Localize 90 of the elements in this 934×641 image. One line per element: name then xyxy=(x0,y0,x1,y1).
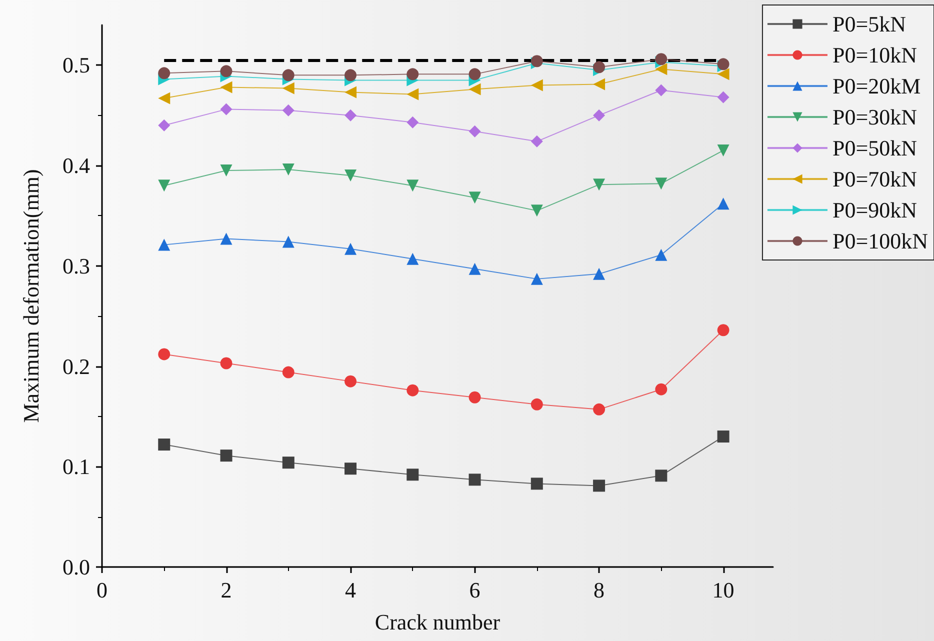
point xyxy=(655,84,668,96)
point xyxy=(344,69,357,82)
point xyxy=(406,116,419,128)
point xyxy=(717,144,730,156)
point xyxy=(344,462,357,475)
point xyxy=(655,53,668,66)
point xyxy=(406,384,419,396)
point xyxy=(468,192,481,204)
point xyxy=(655,248,668,261)
point xyxy=(158,238,170,251)
point xyxy=(282,82,294,94)
x-tick-label: 0 xyxy=(96,578,108,602)
point xyxy=(717,430,730,443)
point xyxy=(282,69,294,82)
x-tick-label: 4 xyxy=(345,578,356,602)
point xyxy=(655,383,668,396)
x-axis-title: Crack number xyxy=(374,610,501,634)
point xyxy=(406,252,419,265)
legend-label: P0=100kN xyxy=(832,228,928,254)
y-tick-label: 0.4 xyxy=(62,153,90,178)
legend-label: P0=70kN xyxy=(832,166,918,192)
x-tick-label: 6 xyxy=(469,578,480,602)
point xyxy=(220,65,232,78)
point xyxy=(530,398,543,410)
y-tick-label: 0.0 xyxy=(62,554,90,580)
x-tick-label: 10 xyxy=(712,578,734,602)
point xyxy=(158,180,170,192)
point xyxy=(344,242,357,255)
y-tick-label: 0.1 xyxy=(62,454,90,480)
point xyxy=(593,480,606,492)
point xyxy=(468,262,481,275)
point xyxy=(282,456,294,469)
point xyxy=(468,474,481,486)
legend-label: P0=90kN xyxy=(832,198,918,222)
point xyxy=(530,478,543,490)
point xyxy=(406,468,419,481)
point xyxy=(344,109,357,122)
point xyxy=(717,68,730,80)
legend-label: P0=20kM xyxy=(832,74,921,98)
legend-label: P0=50kN xyxy=(832,136,918,160)
point xyxy=(158,67,170,80)
point xyxy=(220,232,232,245)
point xyxy=(406,68,419,80)
legend-label: P0=30kN xyxy=(832,104,918,130)
point xyxy=(530,272,543,285)
point xyxy=(468,68,481,80)
y-tick-label: 0.5 xyxy=(62,52,90,78)
point xyxy=(655,470,668,482)
point xyxy=(282,366,294,378)
x-tick-label: 8 xyxy=(594,578,605,602)
point xyxy=(158,348,170,360)
point xyxy=(406,88,419,100)
point xyxy=(220,450,232,462)
point xyxy=(468,125,481,138)
point xyxy=(406,180,419,192)
point xyxy=(717,91,730,104)
point xyxy=(158,92,170,104)
point xyxy=(220,357,232,370)
point xyxy=(717,324,730,336)
point xyxy=(220,103,232,116)
point xyxy=(593,178,606,191)
point xyxy=(344,170,357,182)
point xyxy=(717,198,730,210)
point xyxy=(344,375,357,388)
point xyxy=(344,86,357,98)
point xyxy=(220,81,232,94)
point xyxy=(282,164,294,176)
point xyxy=(593,109,606,122)
point xyxy=(530,79,543,92)
point xyxy=(593,61,606,74)
y-tick-label: 0.3 xyxy=(62,253,90,278)
point xyxy=(158,438,170,451)
y-tick-label: 0.2 xyxy=(62,354,90,379)
point xyxy=(593,403,606,416)
point xyxy=(468,83,481,96)
point xyxy=(593,78,606,90)
point xyxy=(655,63,668,76)
point xyxy=(530,204,543,217)
legend-label: P0=5kN xyxy=(832,12,906,36)
point xyxy=(530,135,543,148)
legend-label: P0=10kN xyxy=(832,42,918,68)
point xyxy=(282,236,294,248)
point xyxy=(282,104,294,116)
point xyxy=(655,178,668,190)
point xyxy=(593,268,606,280)
y-axis-title: Maximum deformation(mm) xyxy=(18,169,44,423)
x-tick-label: 2 xyxy=(220,578,232,602)
point xyxy=(468,391,481,404)
point xyxy=(220,164,232,177)
point xyxy=(158,119,170,132)
